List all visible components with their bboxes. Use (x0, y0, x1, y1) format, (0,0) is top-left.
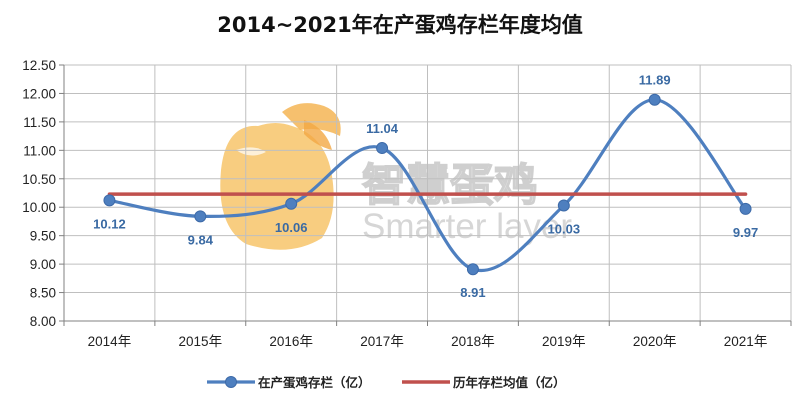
data-point (194, 210, 207, 223)
data-label: 10.03 (548, 222, 581, 237)
x-tick-label: 2017年 (360, 334, 404, 349)
y-tick-label: 9.50 (30, 229, 56, 244)
x-tick-label: 2021年 (724, 334, 768, 349)
data-labels: 10.12 9.84 10.06 11.04 8.91 10.03 11.89 9.97 (93, 73, 758, 301)
chart-title: 2014~2021年在产蛋鸡存栏年度均值 (217, 13, 583, 37)
x-tick-label: 2015年 (179, 334, 223, 349)
legend: 在产蛋鸡存栏（亿） 历年存栏均值（亿） (207, 375, 566, 390)
data-point (557, 199, 570, 212)
data-point (466, 263, 479, 276)
y-tick-label: 10.00 (22, 200, 56, 215)
x-tick-label: 2014年 (88, 334, 132, 349)
x-tick-labels: 2014年 2015年 2016年 2017年 2018年 2019年 2020年 2021年 (88, 334, 768, 349)
y-tick-label: 11.50 (23, 115, 56, 130)
y-tick-label: 12.00 (22, 86, 56, 101)
legend-label-series-1: 在产蛋鸡存栏（亿） (258, 375, 371, 390)
data-label: 9.84 (188, 232, 214, 247)
data-point (103, 194, 116, 207)
x-tick-label: 2020年 (633, 334, 677, 349)
data-point (285, 197, 298, 210)
data-label: 11.04 (366, 121, 399, 136)
y-tick-label: 12.50 (22, 58, 56, 73)
data-label: 10.12 (93, 216, 126, 231)
data-label: 8.91 (460, 285, 485, 300)
x-tick-label: 2019年 (542, 334, 586, 349)
data-point (376, 142, 389, 155)
data-label: 10.06 (275, 220, 308, 235)
data-label: 11.89 (639, 73, 671, 88)
watermark-logo (220, 103, 341, 250)
x-tick-label: 2016年 (269, 334, 313, 349)
legend-marker-series-1 (225, 376, 237, 388)
y-tick-label: 8.00 (30, 314, 56, 329)
watermark-cn-text: 智慧蛋鸡 (362, 160, 538, 211)
y-tick-label: 10.50 (22, 172, 56, 187)
data-point (648, 93, 661, 106)
y-tick-label: 9.00 (30, 257, 56, 272)
y-tick-label: 8.50 (30, 286, 56, 301)
y-tick-label: 11.00 (23, 143, 56, 158)
data-label: 9.97 (733, 225, 758, 240)
watermark-en-text: Smarter layer (362, 207, 572, 246)
axes (59, 64, 792, 326)
watermark: 智慧蛋鸡 Smarter layer (220, 103, 572, 250)
legend-label-series-2: 历年存栏均值（亿） (453, 375, 566, 390)
x-tick-label: 2018年 (451, 334, 495, 349)
y-tick-labels: 8.00 8.50 9.00 9.50 10.00 10.50 11.00 11.50 12.0… (22, 58, 56, 329)
data-point (739, 202, 752, 215)
data-points (103, 93, 752, 276)
